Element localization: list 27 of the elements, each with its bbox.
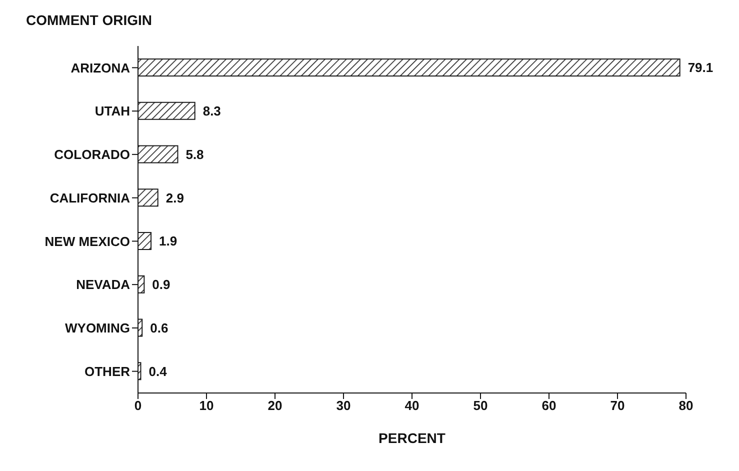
y-tick-label: OTHER [84,364,131,379]
data-label: 0.4 [148,364,168,379]
x-tick-label: 80 [678,398,694,414]
data-label: 8.3 [202,104,221,118]
x-tick-label: 50 [473,398,488,414]
data-label: 0.6 [150,320,168,336]
y-tick-label: CALIFORNIA [50,190,131,206]
x-tick-label: 20 [268,398,282,414]
x-tick-label: 0 [134,398,142,414]
data-label: 79.1 [688,60,714,76]
x-tick-label: 30 [336,398,351,414]
data-label: 5.8 [186,146,204,162]
x-axis-title: PERCENT [378,430,446,446]
y-tick-label: COLORADO [54,147,130,162]
y-tick-label: ARIZONA [70,60,131,76]
x-tick-label: 10 [199,398,214,414]
data-label: 2.9 [166,190,184,206]
y-tick-label: NEVADA [76,277,131,292]
x-tick-label: 40 [404,398,420,414]
chart-title: COMMENT ORIGIN [26,12,152,28]
y-tick-label: WYOMING [65,320,130,336]
data-label: 1.9 [159,234,178,249]
x-tick-label: 70 [610,398,625,414]
y-tick-label: NEW MEXICO [44,234,130,249]
x-tick-label: 60 [542,398,556,414]
data-label: 0.9 [152,277,170,292]
y-tick-label: UTAH [94,104,130,119]
